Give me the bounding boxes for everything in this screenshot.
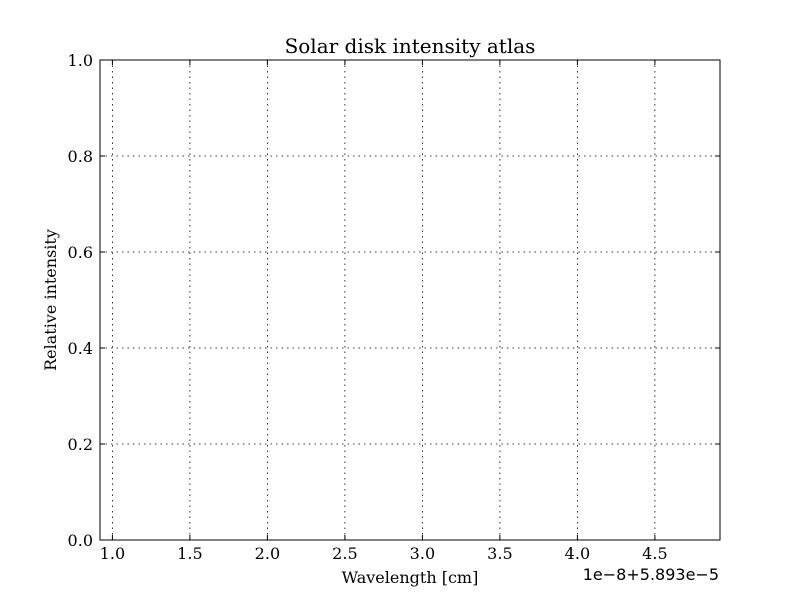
x-tick-label: 1.0 [100, 544, 125, 563]
y-tick-label: 1.0 [68, 51, 93, 70]
x-offset-label: 1e−8+5.893e−5 [583, 565, 719, 584]
y-axis-title: Relative intensity [41, 229, 60, 371]
x-tick-label: 4.5 [642, 544, 667, 563]
y-tick-label: 0.8 [68, 147, 93, 166]
y-tick-label: 0.0 [68, 531, 93, 550]
plot-frame [99, 59, 721, 541]
chart-title: Solar disk intensity atlas [285, 34, 536, 58]
x-tick-label: 4.0 [565, 544, 590, 563]
y-tick-label: 0.4 [68, 339, 93, 358]
x-tick-label: 2.0 [255, 544, 280, 563]
y-tick-label: 0.6 [68, 243, 93, 262]
x-tick-label: 1.5 [177, 544, 202, 563]
x-tick-labels: 1.0 1.5 2.0 2.5 3.0 3.5 4.0 4.5 [100, 544, 668, 563]
y-tick-label: 0.2 [68, 435, 93, 454]
x-tick-label: 2.5 [332, 544, 357, 563]
y-tick-labels: 0.0 0.2 0.4 0.6 0.8 1.0 [68, 51, 93, 550]
x-axis-title: Wavelength [cm] [342, 568, 479, 587]
x-tick-label: 3.5 [487, 544, 512, 563]
x-tick-label: 3.0 [410, 544, 435, 563]
plot-background [100, 60, 720, 540]
